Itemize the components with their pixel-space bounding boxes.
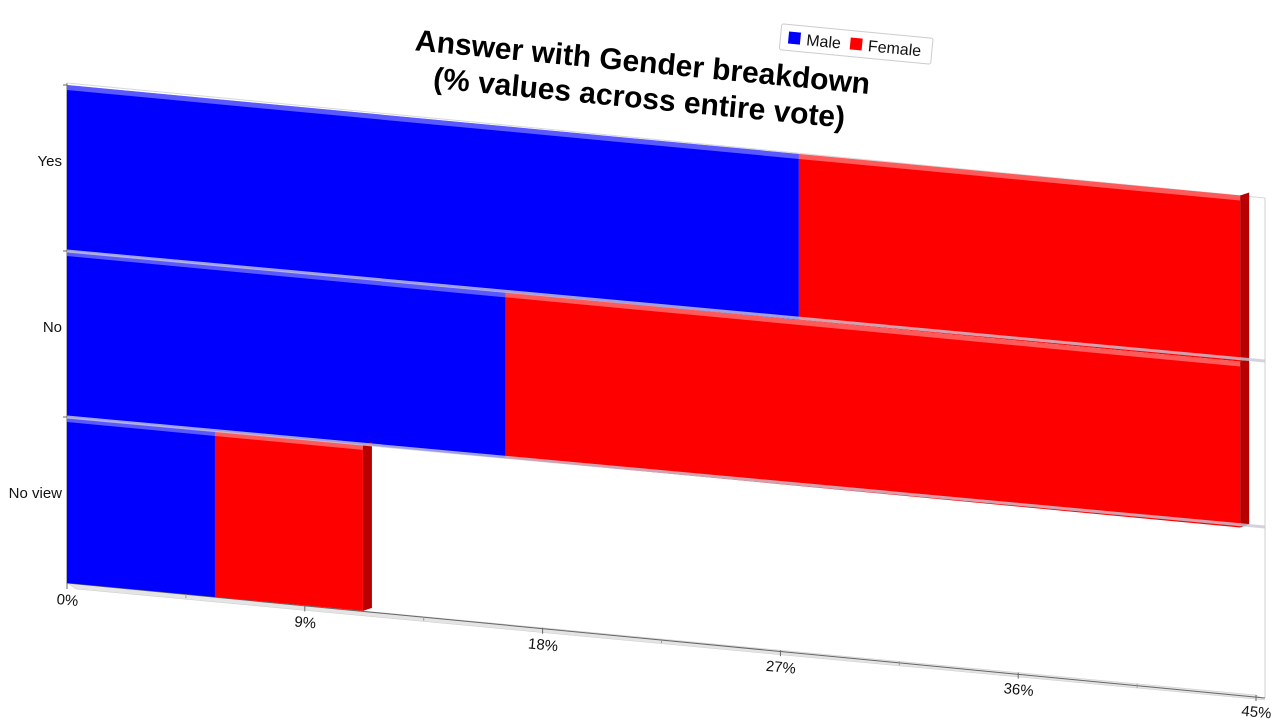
- category-separator: [66, 249, 1266, 363]
- category-separator: [66, 415, 1266, 529]
- x-axis-ticks: 0% 9% 18% 27% 36% 45%: [56, 583, 1272, 720]
- x-tick-label: 36%: [1003, 680, 1034, 700]
- bars-group: [63, 84, 1266, 611]
- bar-female-yes: [798, 153, 1241, 362]
- category-label-no: No: [43, 319, 62, 336]
- x-tick-label: 18%: [527, 635, 558, 655]
- bar-top-highlight: [505, 292, 1241, 367]
- bar-male-yes: [67, 85, 799, 320]
- y-axis-categories: Yes No No view: [9, 153, 63, 502]
- x-tick-label: 9%: [294, 613, 317, 632]
- legend-swatch-male: [787, 31, 802, 45]
- bar-male-no: [67, 251, 506, 459]
- bar-female-no-view: [214, 430, 363, 611]
- x-tick-label: 0%: [56, 591, 79, 610]
- bar-top-highlight: [798, 153, 1241, 201]
- bar-side-face: [1240, 192, 1250, 362]
- bar-top-highlight: [67, 251, 506, 298]
- legend-swatch-female: [849, 37, 863, 51]
- legend-label-male: Male: [805, 32, 841, 52]
- x-tick-label: 27%: [765, 658, 796, 678]
- bar-side-face: [1240, 358, 1250, 528]
- bar-female-no: [505, 292, 1241, 528]
- category-label-yes: Yes: [38, 153, 62, 170]
- x-tick-label: 45%: [1241, 703, 1272, 720]
- category-label-no-view: No view: [9, 485, 63, 502]
- top-frame-edge: [66, 82, 1266, 199]
- x-axis-line: [66, 582, 1266, 699]
- bar-male-no-view: [67, 417, 215, 597]
- bar-side-face: [362, 441, 372, 611]
- bar-top-highlight: [67, 85, 799, 159]
- legend-label-female: Female: [867, 38, 922, 60]
- legend: Male Female: [778, 23, 934, 65]
- bar-top-highlight: [214, 430, 363, 450]
